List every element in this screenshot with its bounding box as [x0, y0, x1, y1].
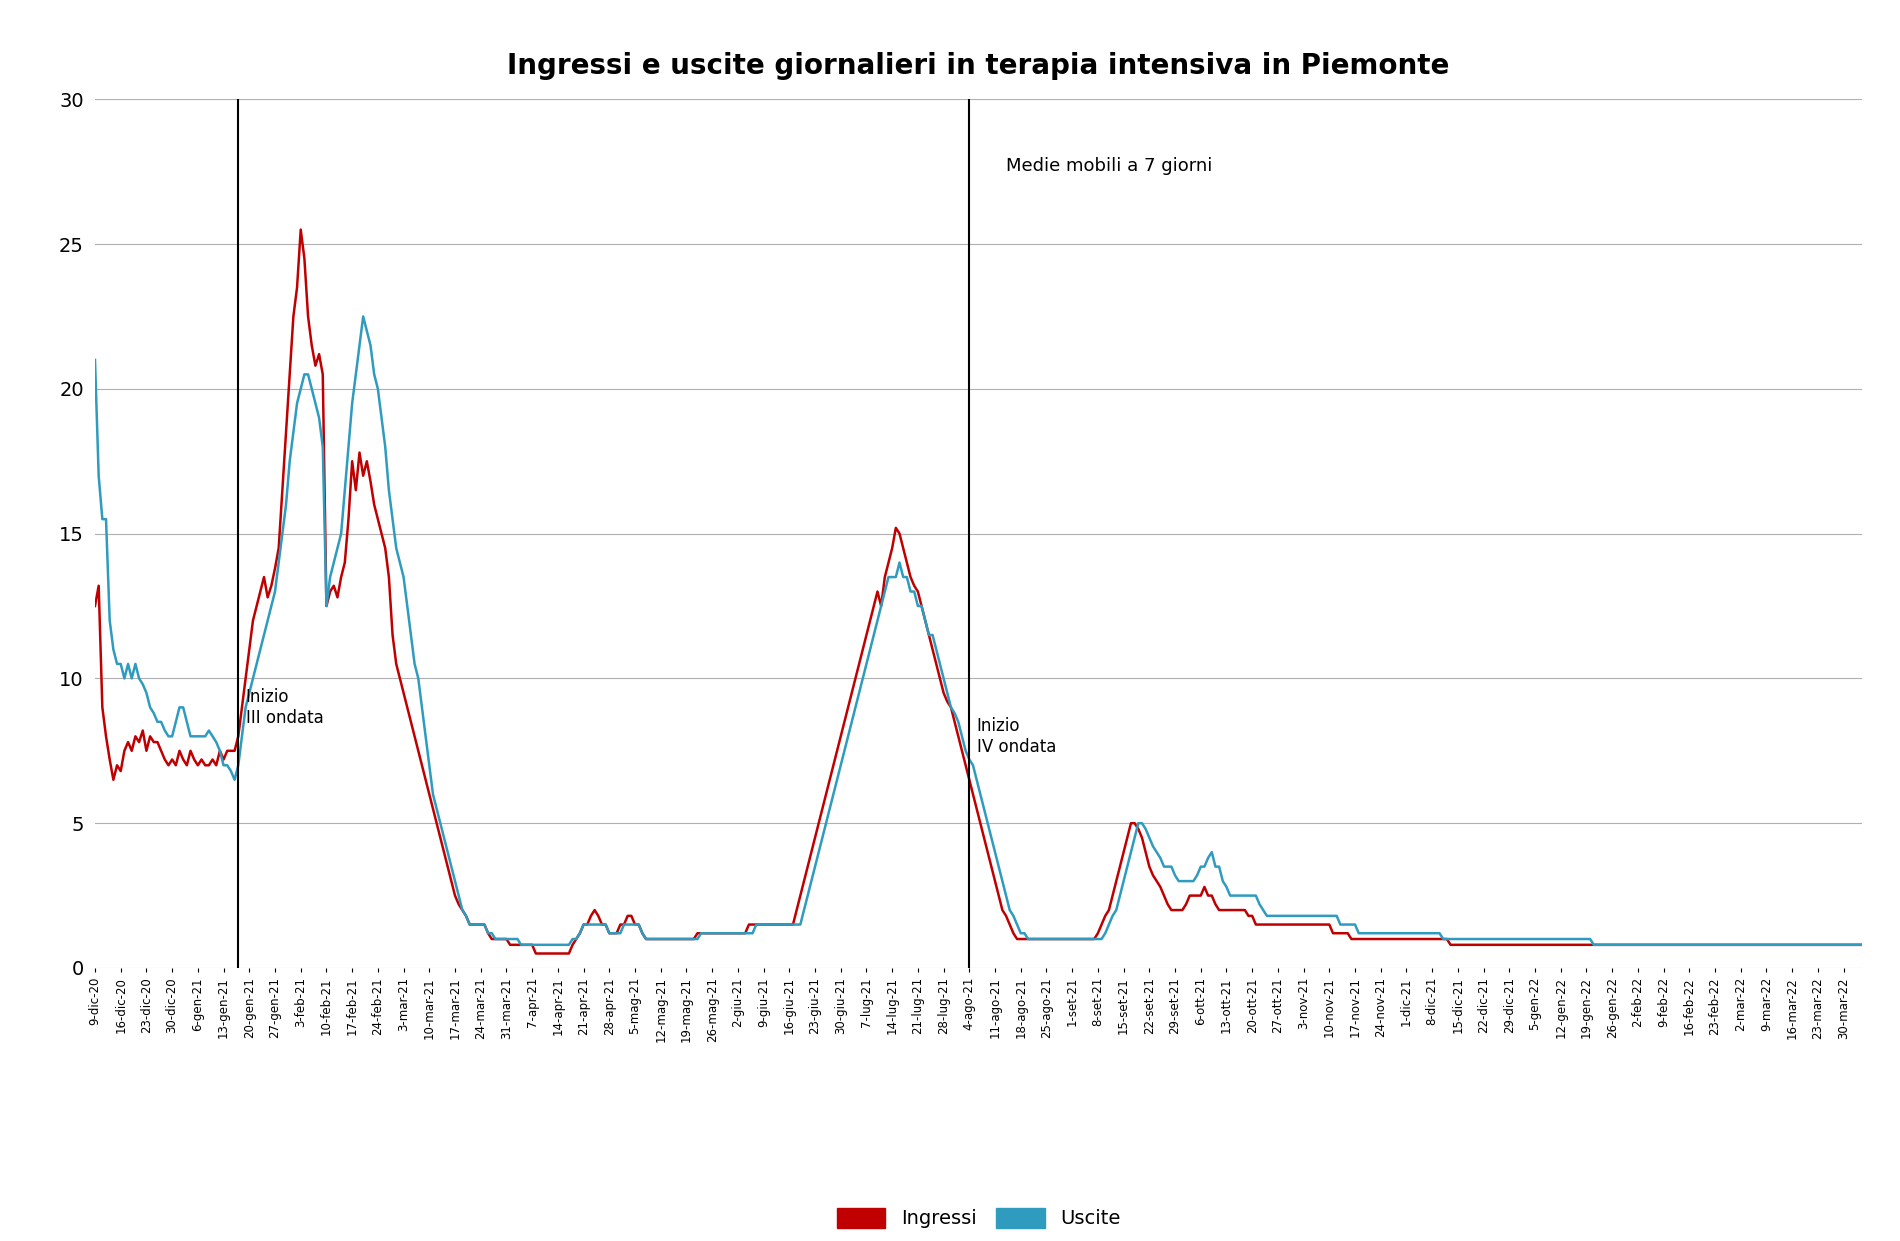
Legend: Ingressi, Uscite: Ingressi, Uscite [828, 1200, 1129, 1236]
Text: Medie mobili a 7 giorni: Medie mobili a 7 giorni [1007, 158, 1212, 175]
Title: Ingressi e uscite giornalieri in terapia intensiva in Piemonte: Ingressi e uscite giornalieri in terapia… [507, 52, 1450, 81]
Text: Inizio
III ondata: Inizio III ondata [245, 688, 323, 727]
Text: Inizio
IV ondata: Inizio IV ondata [977, 717, 1056, 756]
